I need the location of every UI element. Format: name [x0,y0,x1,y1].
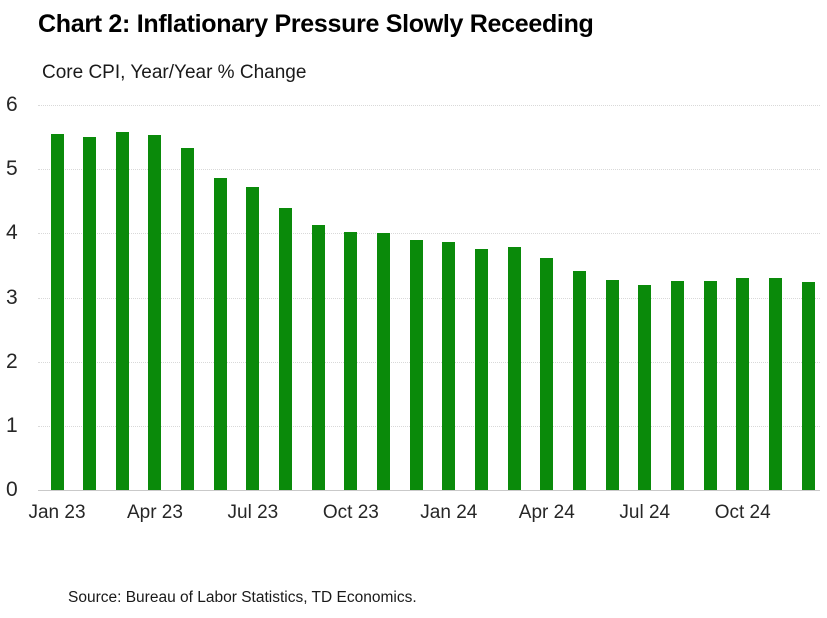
chart-title: Chart 2: Inflationary Pressure Slowly Re… [38,10,594,38]
bar-mar-24 [507,246,521,490]
y-axis-tick-label: 0 [6,478,18,501]
bar-dec-24 [801,282,815,490]
x-axis-tick-label: Oct 24 [714,502,771,523]
bar-dec-23 [409,239,423,490]
x-axis-tick-label: Jul 23 [227,502,279,523]
bar-aug-24 [670,280,684,490]
bar-jun-23 [213,178,227,490]
x-axis-tick-label: Jul 24 [619,502,671,523]
bar-jan-24 [442,241,456,490]
gridline [38,233,820,235]
x-axis-tick-label: Apr 23 [126,502,183,523]
bar-may-23 [181,148,195,490]
gridline [38,425,820,427]
y-axis-tick-label: 3 [6,285,18,309]
y-axis-tick-label: 5 [6,157,18,181]
gridline [38,361,820,363]
x-axis-tick-label: Apr 24 [518,502,575,523]
bar-oct-23 [344,232,358,490]
y-axis-tick-label: 1 [6,413,18,437]
gridline [38,105,820,106]
x-axis-tick-label: Jan 24 [420,502,478,523]
bar-apr-24 [540,257,554,490]
y-axis-tick-label: 6 [6,93,18,116]
bar-oct-24 [736,278,750,490]
y-axis-tick-label: 2 [6,349,18,373]
plot-area: 0 1 2 3 4 5 6 Jan 23 Apr 23 Jul 23 Oct 23 Jan 24 Apr… [6,94,820,523]
bar-sep-24 [703,281,717,490]
y-axis-tick-label: 4 [6,221,18,245]
bar-jul-24 [638,284,652,490]
bar-apr-23 [148,135,162,490]
bar-feb-24 [474,248,488,490]
bar-feb-23 [83,137,97,490]
bar-nov-23 [377,232,391,490]
source-note: Source: Bureau of Labor Statistics, TD E… [68,589,417,606]
bar-jan-23 [50,133,64,490]
bar-jun-24 [605,279,619,490]
bar-may-24 [572,270,586,490]
gridline [38,169,820,171]
gridline [38,297,820,299]
bar-nov-24 [768,278,782,490]
gridline [38,490,820,491]
bar-aug-23 [279,208,293,490]
bar-mar-23 [115,131,129,490]
x-axis-tick-label: Jan 23 [28,502,86,523]
bar-sep-23 [311,225,325,490]
bar-jul-23 [246,187,260,490]
chart-subtitle: Core CPI, Year/Year % Change [42,62,307,83]
x-axis-tick-label: Oct 23 [322,502,379,523]
